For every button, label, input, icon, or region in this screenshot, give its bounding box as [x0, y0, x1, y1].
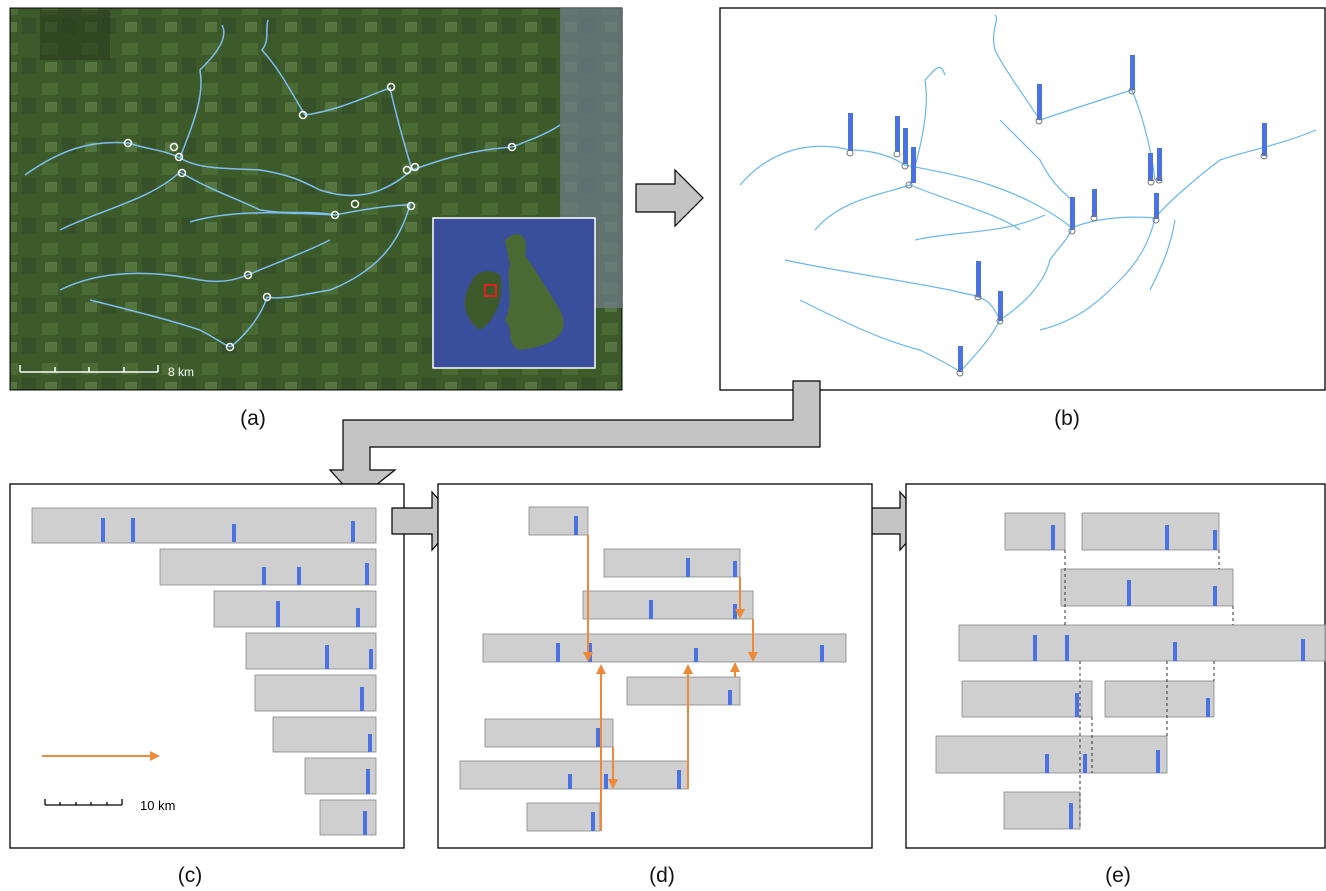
panel-b: (b) — [719, 7, 1326, 430]
rivers — [24, 19, 561, 348]
panel-frame — [719, 7, 1326, 391]
river-segments — [31, 507, 377, 836]
flow-arrows — [583, 535, 758, 831]
scale-label: 8 km — [168, 365, 194, 379]
arrow — [328, 380, 821, 501]
panel-frame — [437, 483, 873, 849]
panel-label: (c) — [178, 864, 203, 887]
panel-c: 10 km (c) — [9, 483, 405, 887]
panel-label: (e) — [1105, 864, 1131, 887]
panel-e: (e) — [905, 483, 1326, 887]
river-segments — [459, 506, 847, 832]
panel-label: (d) — [649, 864, 675, 887]
panel-d: (d) — [437, 483, 873, 887]
inset-map — [432, 217, 596, 369]
river-segments — [935, 512, 1326, 830]
gauge-points — [123, 82, 517, 352]
arrow — [635, 168, 704, 228]
panel-label: (b) — [1054, 407, 1080, 430]
gauge-points — [846, 87, 1268, 377]
panel-a: 8 km (a) — [9, 7, 623, 430]
gauge-bars — [848, 55, 1267, 372]
scale-bar — [44, 799, 123, 806]
connections — [1064, 550, 1234, 829]
scale-label: 10 km — [140, 798, 175, 813]
scale-bar — [19, 365, 159, 373]
panel-label: (a) — [240, 407, 266, 430]
